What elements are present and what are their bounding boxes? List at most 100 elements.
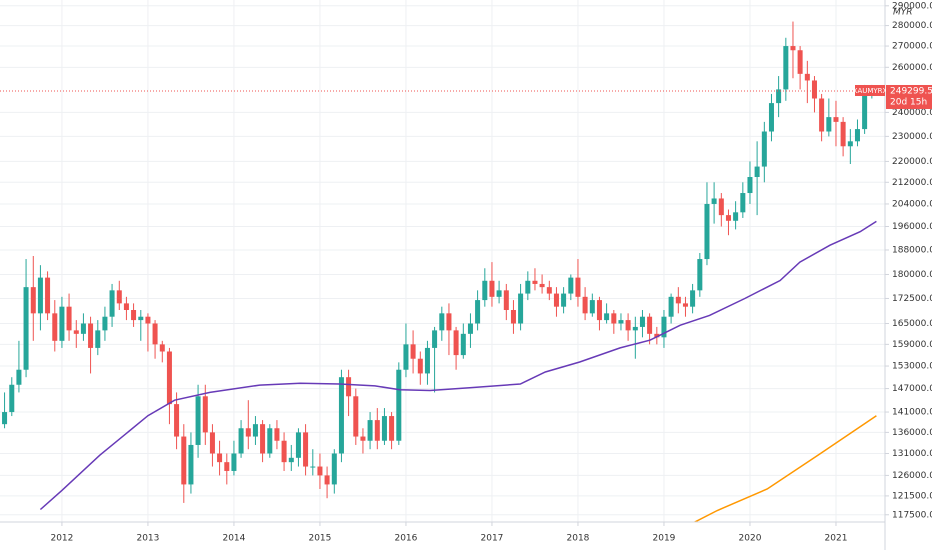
candle-body (217, 453, 223, 463)
candle-body (518, 293, 524, 324)
candle-body (288, 457, 294, 463)
candle-body (131, 310, 137, 321)
candle-body (238, 428, 244, 454)
candle-body (30, 287, 36, 314)
x-tick-label: 2018 (567, 534, 590, 544)
candle-body (496, 290, 502, 297)
candle-body (625, 320, 631, 331)
candle-body (596, 300, 602, 321)
candle-body (123, 303, 129, 311)
candle-body (281, 440, 287, 463)
candle-body (424, 347, 430, 374)
candle-body (446, 313, 452, 331)
candle-body (45, 277, 51, 314)
candle-body (525, 280, 531, 294)
candle-body (274, 428, 280, 441)
candle-body (546, 287, 552, 294)
candle-body (539, 283, 545, 288)
candle-body (725, 215, 731, 221)
y-tick-label: 220000.00 (892, 157, 932, 167)
candle-body (804, 73, 810, 81)
candle-body (2, 412, 8, 425)
candle-body (632, 326, 638, 331)
candle-body (690, 290, 696, 307)
candle-body (654, 333, 660, 338)
candle-body (310, 466, 316, 468)
candle-body (267, 428, 273, 454)
y-tick-label: 153000.00 (892, 362, 932, 372)
candle-body (611, 313, 617, 324)
candle-body (797, 50, 803, 74)
x-tick-label: 2015 (308, 534, 331, 544)
candle-body (704, 203, 710, 260)
candle-body (188, 444, 194, 485)
candle-body (324, 475, 330, 485)
candle-body (245, 428, 251, 437)
candle-body (847, 141, 853, 147)
y-tick-label: 126000.00 (892, 471, 932, 481)
candle-body (826, 117, 832, 132)
candle-body (59, 306, 65, 341)
candle-body (754, 166, 760, 178)
candle-body (553, 293, 559, 307)
candle-body (417, 358, 423, 374)
candle-body (209, 432, 215, 454)
candle-body (604, 313, 610, 321)
candle-body (862, 91, 868, 130)
x-tick-label: 2019 (653, 534, 676, 544)
candle-body (389, 416, 395, 441)
y-tick-label: 141000.00 (892, 408, 932, 418)
candle-body (675, 296, 681, 304)
candle-body (840, 121, 846, 147)
candle-body (116, 290, 122, 304)
candle-body (403, 344, 409, 370)
candle-body (475, 300, 481, 324)
x-tick-label: 2016 (394, 534, 417, 544)
candle-body (467, 323, 473, 334)
y-tick-label: 136000.00 (892, 428, 932, 438)
candle-body (317, 466, 323, 476)
candle-body (768, 103, 774, 132)
x-tick-label: 2014 (222, 534, 245, 544)
candle-body (159, 344, 165, 352)
candle-body (575, 277, 581, 297)
candle-body (718, 198, 724, 216)
y-tick-label: 204000.00 (892, 199, 932, 209)
price-badge (886, 84, 932, 109)
candle-body (568, 277, 574, 294)
candle-body (668, 296, 674, 317)
candle-body (374, 420, 380, 441)
candle-body (811, 80, 817, 99)
y-tick-label: 147000.00 (892, 384, 932, 394)
candle-body (16, 369, 22, 385)
symbol-label: XAUMYRX (853, 87, 888, 95)
candle-body (561, 293, 567, 307)
candle-body (95, 330, 101, 348)
candle-body (740, 193, 746, 213)
candle-body (761, 131, 767, 167)
currency-label: MYR (893, 8, 913, 18)
candle-body (819, 98, 825, 132)
candle-body (410, 344, 416, 359)
candle-body (166, 351, 172, 405)
candle-body (482, 280, 488, 301)
price-label: 249299.56 (890, 86, 932, 96)
x-tick-label: 2020 (739, 534, 762, 544)
candle-body (453, 330, 459, 356)
moving-average-line (693, 415, 877, 522)
candle-body (37, 277, 43, 314)
candle-body (231, 453, 237, 471)
candle-body (224, 462, 230, 471)
y-tick-label: 188000.00 (892, 245, 932, 255)
candle-body (66, 306, 72, 331)
candle-body (833, 117, 839, 122)
y-tick-label: 230000.00 (892, 132, 932, 142)
y-tick-label: 240000.00 (892, 108, 932, 118)
y-tick-label: 290000.00 (892, 1, 932, 11)
candle-body (439, 313, 445, 331)
candle-body (697, 259, 703, 291)
candle-body (109, 290, 115, 317)
y-tick-label: 270000.00 (892, 42, 932, 52)
symbol-badge (855, 84, 885, 96)
